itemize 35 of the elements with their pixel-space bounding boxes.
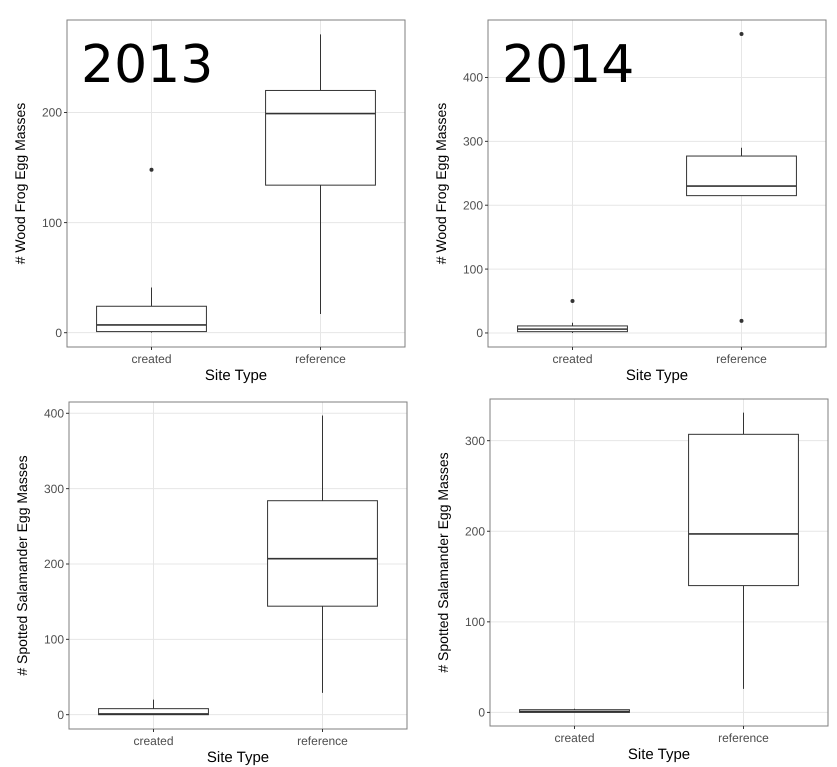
x-axis-title: Site Type <box>626 367 688 384</box>
y-tick-label: 300 <box>44 482 64 496</box>
y-tick-label: 0 <box>478 706 486 720</box>
x-tick-label: created <box>552 352 593 366</box>
y-tick-label: 100 <box>464 615 486 630</box>
x-tick-label: created <box>133 734 174 748</box>
annotation: 2013 <box>81 35 214 95</box>
y-tick-label: 0 <box>55 326 62 340</box>
y-axis-title: # Wood Frog Egg Masses <box>433 102 449 264</box>
y-tick-label: 100 <box>44 632 64 647</box>
x-axis-title: Site Type <box>204 367 268 384</box>
y-tick-label: 200 <box>44 557 64 572</box>
y-axis-title: # Wood Frog Egg Masses <box>12 102 28 264</box>
y-tick-label: 200 <box>464 524 486 538</box>
x-tick-label: reference <box>718 731 770 745</box>
y-tick-label: 400 <box>462 70 484 85</box>
y-tick-label: 300 <box>464 434 486 448</box>
y-tick-label: 200 <box>462 198 484 212</box>
y-tick-label: 0 <box>57 708 64 722</box>
x-tick-label: reference <box>716 352 768 366</box>
x-tick-label: created <box>554 731 595 745</box>
x-axis-title: Site Type <box>206 749 270 766</box>
x-tick-label: reference <box>295 352 346 366</box>
annotation: 2014 <box>502 35 634 95</box>
y-tick-label: 100 <box>42 216 62 230</box>
x-tick-label: created <box>131 352 172 366</box>
y-tick-label: 400 <box>44 406 64 420</box>
y-tick-label: 300 <box>462 134 484 149</box>
y-tick-label: 200 <box>42 106 62 120</box>
y-tick-label: 100 <box>462 262 484 276</box>
y-axis-title: # Spotted Salamander Egg Masses <box>14 455 30 676</box>
y-axis-title: # Spotted Salamander Egg Masses <box>435 452 451 673</box>
y-tick-label: 0 <box>476 326 484 340</box>
x-axis-title: Site Type <box>628 746 690 763</box>
x-tick-label: reference <box>297 734 348 748</box>
